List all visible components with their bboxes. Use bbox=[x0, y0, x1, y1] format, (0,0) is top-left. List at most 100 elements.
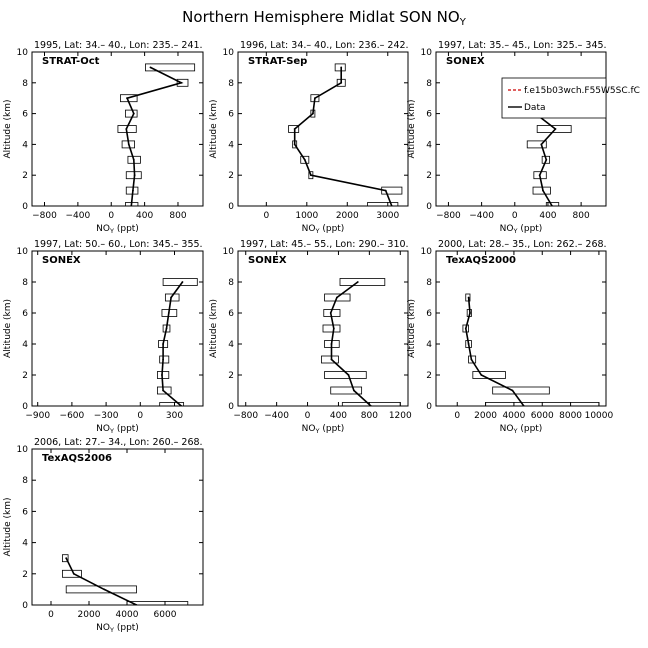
data-point bbox=[551, 205, 553, 206]
range-box bbox=[159, 355, 170, 364]
range-box bbox=[367, 202, 399, 206]
y-tick-label: 6 bbox=[22, 309, 28, 319]
y-tick-label: 2 bbox=[228, 371, 234, 381]
plot-frame bbox=[435, 250, 607, 407]
data-point bbox=[390, 205, 393, 206]
data-point bbox=[162, 343, 165, 345]
y-tick-label: 8 bbox=[426, 79, 432, 89]
y-tick-label: 6 bbox=[22, 507, 28, 517]
campaign-label: TexAQS2000 bbox=[446, 255, 516, 266]
data-layer bbox=[288, 63, 403, 206]
data-point bbox=[103, 588, 106, 591]
legend-data-label: Data bbox=[524, 103, 546, 113]
range-box bbox=[322, 324, 341, 333]
y-tick-label: 10 bbox=[17, 48, 29, 58]
range-box bbox=[321, 355, 339, 364]
x-axis-label-main: NO bbox=[500, 224, 514, 234]
x-tick-label: −600 bbox=[60, 411, 85, 421]
x-axis-label: NOY (ppt) bbox=[500, 424, 543, 435]
range-box bbox=[468, 355, 477, 364]
panel-1: 1995, Lat: 34.– 40., Lon: 235.– 241. STRA… bbox=[3, 40, 204, 235]
y-tick-label: 2 bbox=[426, 171, 432, 181]
y-tick-label: 0 bbox=[228, 402, 234, 412]
range-box bbox=[164, 293, 180, 302]
range-box bbox=[159, 402, 185, 406]
y-tick-label: 10 bbox=[223, 247, 235, 257]
x-tick-label: 0 bbox=[454, 411, 460, 421]
y-tick-label: 8 bbox=[22, 476, 28, 486]
range-box bbox=[485, 402, 600, 406]
data-point bbox=[162, 389, 165, 392]
data-profile-line bbox=[293, 67, 393, 206]
data-point bbox=[347, 374, 350, 376]
x-axis-label-main: NO bbox=[96, 224, 110, 234]
y-tick-label: 6 bbox=[426, 110, 432, 120]
x-axis-label: NOY (ppt) bbox=[96, 623, 139, 634]
x-tick-label: −400 bbox=[469, 211, 494, 221]
data-point bbox=[330, 358, 333, 361]
campaign-label: SONEX bbox=[42, 255, 81, 266]
y-tick-label: 4 bbox=[228, 140, 234, 150]
data-point bbox=[340, 81, 343, 84]
x-axis-label-sub: Y bbox=[315, 427, 320, 435]
panel-2: 1996, Lat: 34.– 40., Lon: 236.– 242. STRA… bbox=[209, 40, 409, 235]
x-tick-label: 0 bbox=[305, 411, 311, 421]
data-point bbox=[470, 358, 473, 361]
data-point bbox=[336, 296, 338, 299]
data-point bbox=[545, 158, 548, 161]
data-point bbox=[542, 189, 544, 192]
panel-6: 2000, Lat: 28.– 35., Lon: 262.– 268. TexA… bbox=[407, 239, 614, 435]
range-box bbox=[324, 293, 351, 302]
data-point bbox=[303, 158, 306, 161]
x-tick-label: 0 bbox=[108, 211, 114, 221]
data-point bbox=[125, 128, 128, 130]
x-axis-label-unit: (ppt) bbox=[114, 623, 139, 633]
data-layer bbox=[321, 278, 401, 406]
data-point bbox=[480, 374, 483, 376]
x-tick-label: 0 bbox=[263, 211, 269, 221]
data-point bbox=[329, 312, 332, 314]
data-point bbox=[370, 405, 372, 406]
data-layer bbox=[462, 293, 600, 406]
range-box bbox=[176, 78, 189, 87]
x-axis-label-sub: Y bbox=[109, 626, 114, 634]
panel-5: 1997, Lat: 45.– 55., Lon: 290.– 310. SONE… bbox=[209, 239, 412, 435]
panels: 1995, Lat: 34.– 40., Lon: 235.– 241. STRA… bbox=[3, 40, 640, 634]
x-axis-label-sub: Y bbox=[315, 227, 320, 235]
data-point bbox=[180, 81, 183, 84]
x-axis-label-main: NO bbox=[500, 424, 514, 434]
x-tick-label: 3000 bbox=[376, 211, 399, 221]
y-axis-label: Altitude (km) bbox=[3, 299, 13, 358]
x-tick-label: 8000 bbox=[559, 411, 582, 421]
y-tick-label: 4 bbox=[22, 140, 28, 150]
panel-header: 1995, Lat: 34.– 40., Lon: 235.– 241. bbox=[34, 40, 203, 51]
range-box bbox=[330, 386, 363, 395]
range-box bbox=[156, 371, 170, 379]
y-tick-label: 8 bbox=[22, 79, 28, 89]
range-box bbox=[339, 278, 386, 286]
campaign-label: STRAT-Oct bbox=[42, 56, 100, 67]
plot-frame bbox=[237, 250, 409, 407]
data-point bbox=[332, 327, 335, 330]
range-box bbox=[526, 140, 547, 149]
data-layer bbox=[62, 554, 189, 605]
y-tick-label: 4 bbox=[426, 140, 432, 150]
y-tick-label: 10 bbox=[17, 247, 29, 257]
y-tick-label: 10 bbox=[223, 48, 235, 58]
x-axis-label: NOY (ppt) bbox=[96, 424, 139, 435]
y-axis-label: Altitude (km) bbox=[3, 497, 13, 556]
range-box bbox=[288, 125, 300, 133]
x-axis-label-main: NO bbox=[96, 424, 110, 434]
data-point bbox=[538, 174, 541, 177]
y-tick-label: 2 bbox=[228, 171, 234, 181]
data-point bbox=[356, 281, 359, 283]
y-tick-label: 0 bbox=[22, 402, 28, 412]
campaign-label: STRAT-Sep bbox=[248, 56, 307, 67]
y-axis-label: Altitude (km) bbox=[3, 99, 13, 158]
range-box bbox=[145, 63, 196, 72]
data-point bbox=[132, 158, 135, 161]
range-box bbox=[545, 202, 560, 206]
y-tick-label: 0 bbox=[22, 202, 28, 212]
data-point bbox=[133, 174, 136, 177]
x-tick-label: −400 bbox=[264, 411, 289, 421]
